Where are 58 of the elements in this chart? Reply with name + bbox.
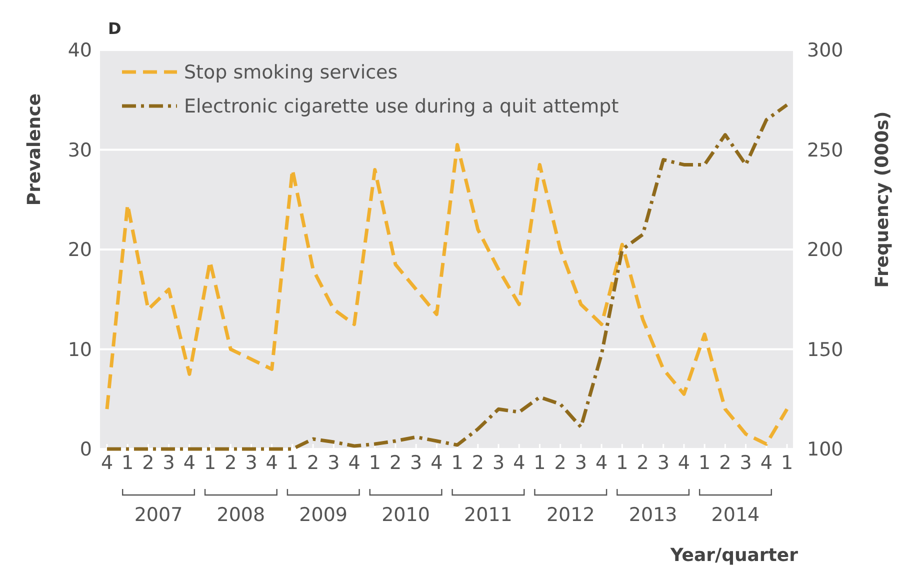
text: 2011 (464, 504, 512, 526)
x-tick-label: 1 (698, 452, 711, 474)
x-tick-label: 2 (719, 452, 732, 474)
x-tick-label: 2 (554, 452, 566, 474)
x-axis-title: Year/quarter (669, 545, 798, 566)
y-tick-label: 20 (68, 239, 92, 262)
x-tick-label: 3 (492, 452, 505, 474)
text: 2009 (299, 504, 348, 526)
x-tick-label: 2 (142, 452, 154, 474)
y2-tick-label: 250 (807, 139, 844, 162)
x-tick-label: 1 (451, 452, 464, 474)
x-tick-label: 4 (678, 452, 690, 474)
x-tick-label: 2 (472, 452, 484, 474)
x-tick-label: 4 (760, 452, 772, 474)
text: 2007 (134, 504, 183, 526)
text: 2012 (546, 504, 595, 526)
x-tick-label: 3 (245, 452, 258, 474)
x-tick-label: 4 (596, 452, 608, 474)
y-tick-label: 10 (68, 338, 92, 361)
x-tick-label: 1 (122, 452, 134, 474)
x-tick-label: 1 (286, 452, 298, 474)
text: 2013 (628, 504, 678, 526)
x-tick-label: 4 (513, 452, 526, 474)
y-tick-label: 0 (80, 438, 92, 461)
x-tick-label: 1 (780, 452, 794, 474)
y2-tick-label: 150 (807, 338, 844, 361)
x-tick-label: 2 (307, 452, 320, 474)
chart-title: D (108, 19, 122, 38)
text: 2010 (382, 504, 430, 526)
x-tick-label: 3 (328, 452, 340, 474)
x-tick-label: 4 (183, 452, 196, 474)
x-tick-label: 3 (740, 452, 752, 474)
legend-label: Stop smoking services (184, 62, 398, 84)
y2-tick-label: 100 (807, 438, 844, 461)
text: 2008 (216, 504, 266, 526)
legend-label: Electronic cigarette use during a quit attempt (184, 96, 619, 118)
y2-tick-label: 300 (807, 40, 844, 62)
x-tick-label: 4 (348, 452, 360, 474)
y2-tick-label: 200 (807, 239, 844, 262)
text: 2014 (711, 504, 760, 526)
x-tick-label: 3 (410, 452, 422, 474)
x-tick-label: 3 (162, 452, 175, 474)
y-tick-label: 30 (68, 139, 92, 162)
x-tick-label: 3 (574, 452, 587, 474)
x-tick-label: 2 (636, 452, 649, 474)
y-tick-label: 40 (68, 40, 92, 62)
y-axis-title: Prevalence (24, 93, 45, 206)
x-tick-label: 4 (100, 452, 114, 474)
x-tick-label: 4 (430, 452, 443, 474)
y2-axis-title: Frequency (000s) (872, 111, 893, 288)
x-tick-label: 1 (534, 452, 546, 474)
x-tick-label: 1 (368, 452, 381, 474)
x-tick-label: 2 (389, 452, 402, 474)
x-tick-label: 1 (616, 452, 628, 474)
x-tick-label: 3 (657, 452, 670, 474)
x-tick-label: 4 (266, 452, 278, 474)
x-tick-label: 1 (204, 452, 216, 474)
x-tick-label: 2 (224, 452, 237, 474)
